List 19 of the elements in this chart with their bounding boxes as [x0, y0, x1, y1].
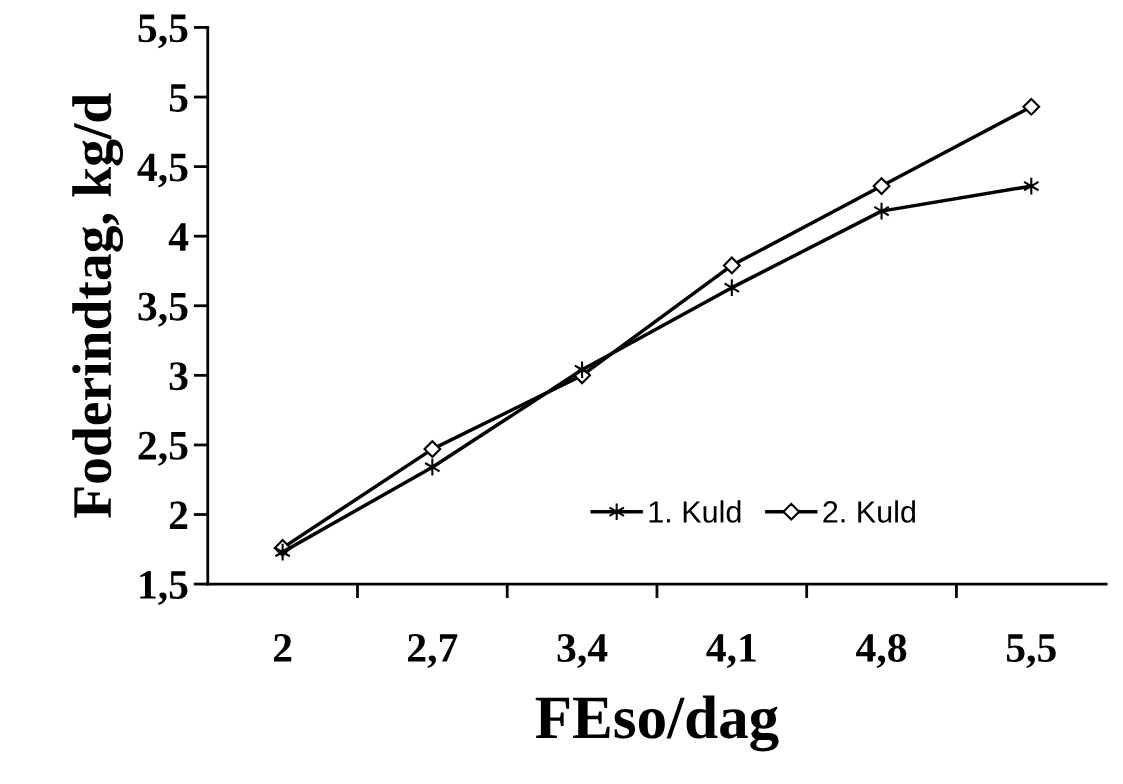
- y-tick-label: 3,5: [138, 292, 188, 327]
- y-tick-label: 5: [169, 84, 188, 112]
- y-tick-label: 2,5: [138, 431, 188, 466]
- y-tick-label: 4: [168, 223, 189, 251]
- x-axis-title: FEso/dag: [535, 695, 779, 752]
- x-tick-label: 2: [273, 634, 292, 662]
- x-tick-label: 4,1: [706, 634, 756, 669]
- y-tick-label: 4,5: [137, 153, 188, 188]
- x-tick-label: 4,8: [856, 633, 907, 669]
- y-tick-label: 1,5: [140, 571, 188, 605]
- y-tick-label: 5,5: [138, 14, 188, 49]
- x-tick-label: 3,4: [557, 634, 608, 669]
- y-tick-label: 3: [169, 362, 188, 391]
- legend-label: 1. Kuld: [649, 500, 741, 523]
- y-tick-label: 2: [169, 501, 188, 529]
- x-tick-label: 2,7: [408, 634, 458, 669]
- x-tick-label: 5,5: [1006, 634, 1056, 669]
- legend-label: 2. Kuld: [823, 500, 915, 523]
- y-axis-title: Foderindtag, kg/d: [72, 93, 124, 518]
